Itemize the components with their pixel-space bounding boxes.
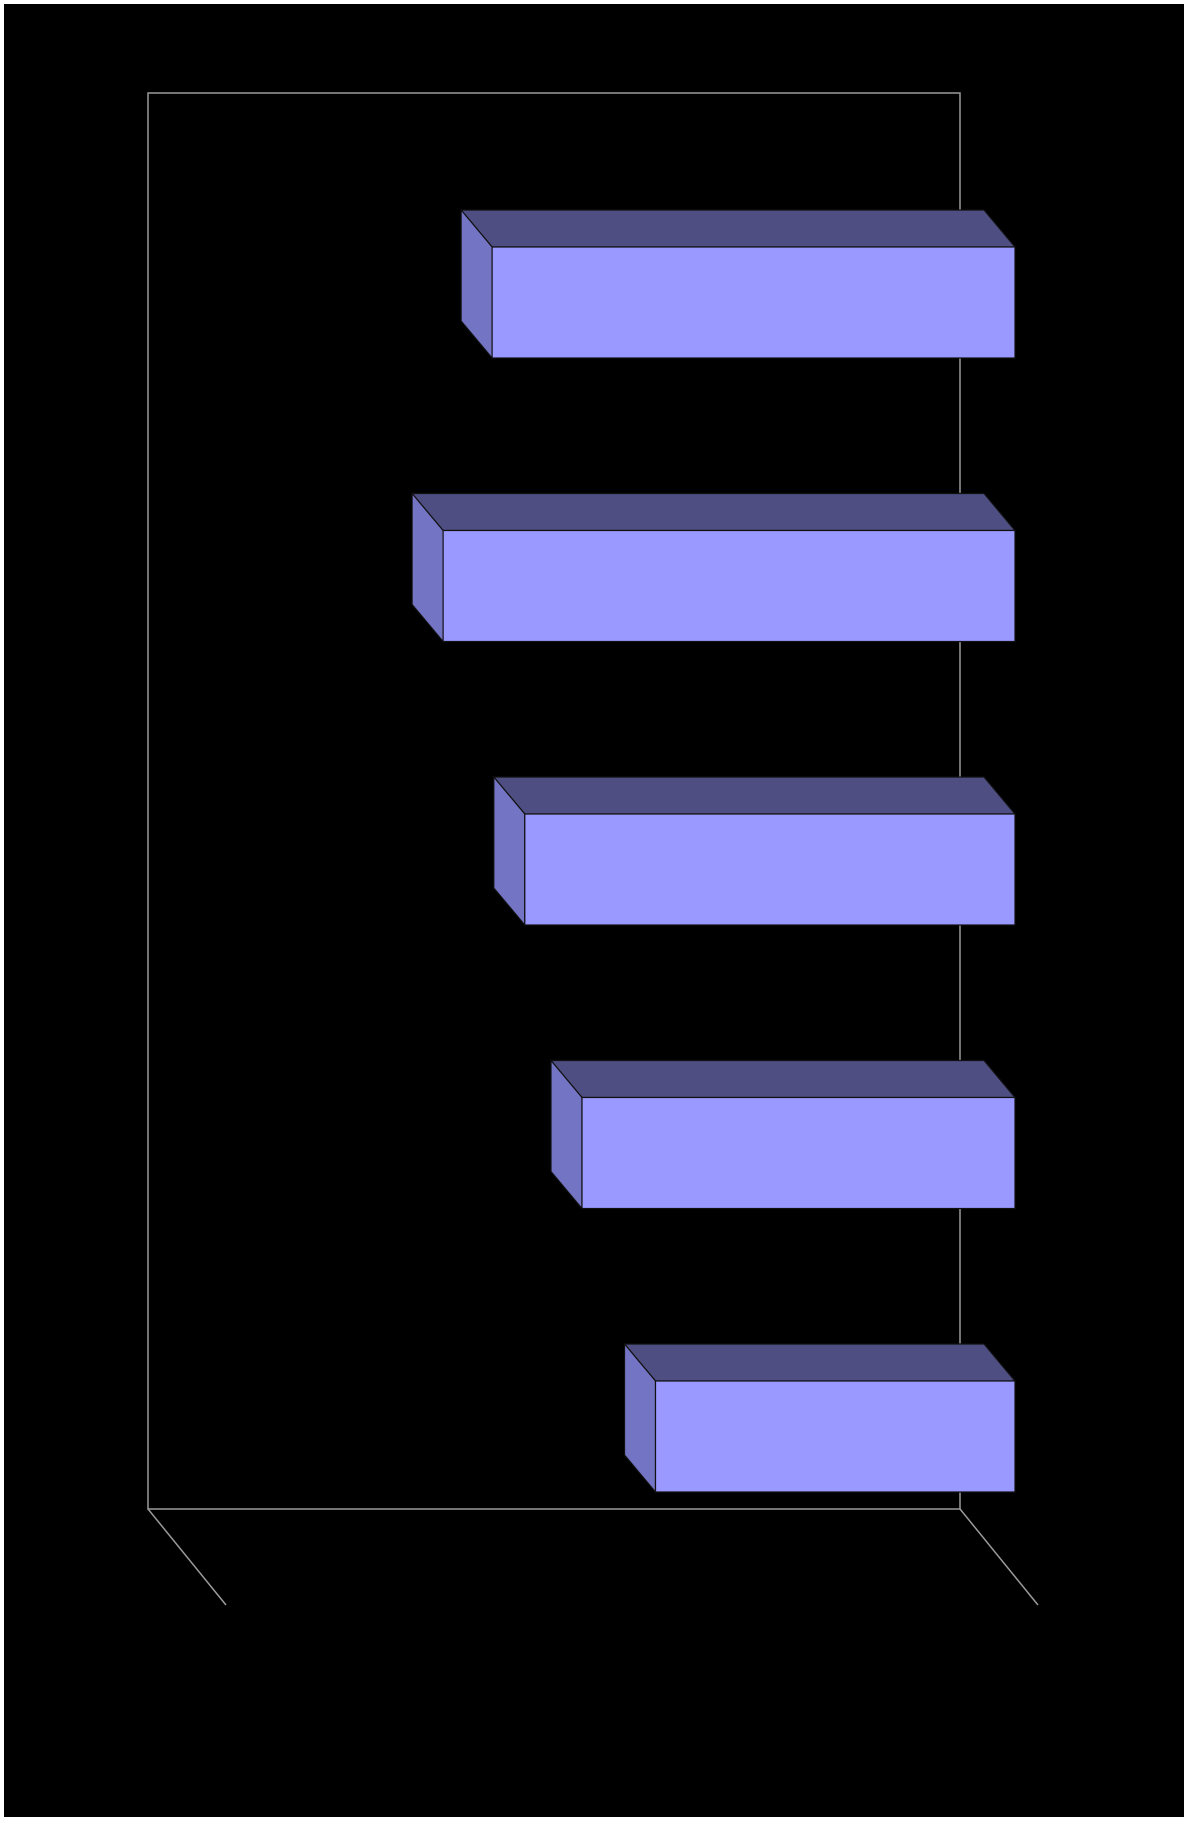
- bar: [549, 1058, 1017, 1211]
- bar: [623, 1342, 1017, 1494]
- bar-top-face: [549, 1059, 1017, 1099]
- bar-top-face: [623, 1343, 1017, 1382]
- bar-front-face: [654, 1380, 1016, 1493]
- floor-edge-right: [959, 1508, 1039, 1606]
- bar-front-face: [491, 246, 1016, 359]
- bar-series: [410, 208, 1017, 1494]
- bar-front-face: [524, 813, 1016, 926]
- bar-top-face: [410, 492, 1017, 532]
- bar-top-face: [459, 209, 1017, 248]
- bar: [459, 208, 1017, 360]
- bar: [492, 775, 1017, 927]
- floor-edge-left: [147, 1508, 227, 1606]
- bar-front-face: [581, 1096, 1016, 1210]
- bar: [410, 491, 1017, 644]
- bar-front-face: [442, 529, 1016, 643]
- bar-top-face: [492, 776, 1017, 815]
